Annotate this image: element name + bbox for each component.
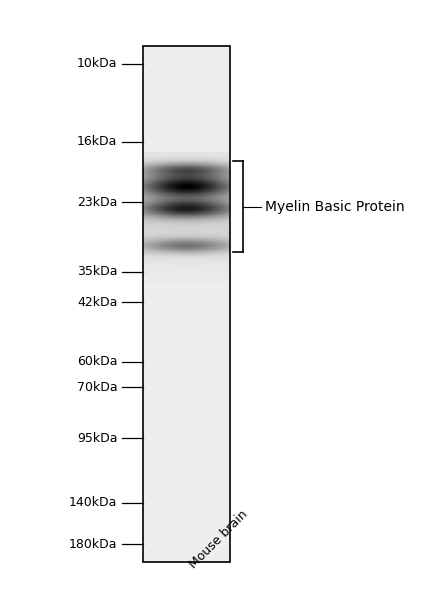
Text: 23kDa: 23kDa bbox=[77, 196, 117, 209]
Text: Myelin Basic Protein: Myelin Basic Protein bbox=[265, 199, 405, 213]
Text: 140kDa: 140kDa bbox=[69, 496, 117, 509]
Text: 35kDa: 35kDa bbox=[77, 266, 117, 278]
Text: 10kDa: 10kDa bbox=[77, 57, 117, 70]
Text: 60kDa: 60kDa bbox=[77, 355, 117, 368]
Text: 95kDa: 95kDa bbox=[77, 432, 117, 444]
Text: Mouse brain: Mouse brain bbox=[187, 508, 250, 571]
Text: 180kDa: 180kDa bbox=[69, 538, 117, 551]
Text: 16kDa: 16kDa bbox=[77, 136, 117, 148]
Text: 70kDa: 70kDa bbox=[77, 381, 117, 394]
Text: 42kDa: 42kDa bbox=[77, 296, 117, 309]
Bar bbox=[143, 46, 231, 562]
